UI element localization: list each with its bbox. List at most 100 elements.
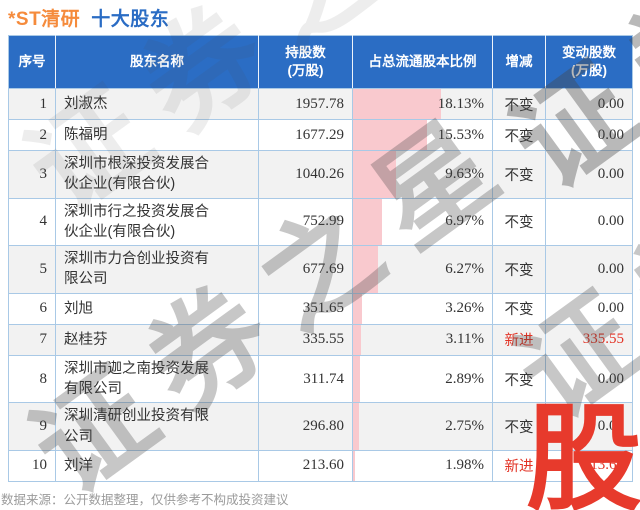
change-cell: 新进 xyxy=(492,323,546,356)
rank-cell: 6 xyxy=(8,292,56,325)
table-row: 10 刘洋 213.60 1.98% 新进 213.60 xyxy=(8,449,633,482)
change-cell: 不变 xyxy=(492,245,546,294)
table-row: 2 陈福明 1677.29 15.53% 不变 0.00 xyxy=(8,119,633,151)
table-header-row: 序号 股东名称 持股数 (万股) 占总流通股本比例 增减 变动股数 (万股) xyxy=(8,35,633,89)
rank-cell: 8 xyxy=(8,354,56,404)
holder-name-cell: 深圳市行之投资发展合伙企业(有限合伙) xyxy=(55,197,259,247)
percent-bar xyxy=(353,151,396,198)
header-rank: 序号 xyxy=(8,35,56,89)
percent-bar xyxy=(353,89,441,119)
change-shares-cell: 0.00 xyxy=(545,119,633,151)
page-title: *ST清研 十大股东 xyxy=(8,4,169,31)
change-shares-cell: 0.00 xyxy=(545,245,633,294)
holder-name-cell: 深圳市力合创业投资有限公司 xyxy=(55,245,259,294)
percent-value: 6.97% xyxy=(445,213,484,230)
change-cell: 不变 xyxy=(492,150,546,199)
shares-cell: 311.74 xyxy=(258,354,353,404)
rank-cell: 10 xyxy=(8,449,56,482)
percent-bar xyxy=(353,120,427,150)
change-shares-cell: 0.00 xyxy=(545,402,633,451)
holder-name-cell: 陈福明 xyxy=(55,119,259,151)
percent-value: 2.89% xyxy=(445,370,484,387)
table-row: 3 深圳市根深投资发展合伙企业(有限合伙) 1040.26 9.63% 不变 0… xyxy=(8,150,633,199)
rank-cell: 2 xyxy=(8,119,56,151)
percent-bar xyxy=(353,198,382,246)
holder-name-cell: 赵桂芬 xyxy=(55,323,259,356)
change-cell: 不变 xyxy=(492,88,546,120)
change-shares-cell: 213.60 xyxy=(545,449,633,482)
shares-cell: 752.99 xyxy=(258,197,353,247)
percent-value: 18.13% xyxy=(437,95,484,112)
change-cell: 不变 xyxy=(492,197,546,247)
shares-cell: 213.60 xyxy=(258,449,353,482)
rank-cell: 5 xyxy=(8,245,56,294)
percent-value: 15.53% xyxy=(437,126,484,143)
header-change-shares: 变动股数 (万股) xyxy=(545,35,633,89)
change-shares-cell: 0.00 xyxy=(545,88,633,120)
page-title-suffix: 十大股东 xyxy=(91,9,170,30)
table-row: 4 深圳市行之投资发展合伙企业(有限合伙) 752.99 6.97% 不变 0.… xyxy=(8,197,633,247)
shares-cell: 677.69 xyxy=(258,245,353,294)
stock-name: *ST清研 xyxy=(8,9,81,30)
table-row: 1 刘淑杰 1957.78 18.13% 不变 0.00 xyxy=(8,88,633,120)
header-shares-held: 持股数 (万股) xyxy=(258,35,353,89)
rank-cell: 4 xyxy=(8,197,56,247)
percent-cell: 2.89% xyxy=(352,354,493,404)
shareholders-table: 序号 股东名称 持股数 (万股) 占总流通股本比例 增减 变动股数 (万股) 1… xyxy=(8,35,633,482)
change-shares-cell: 335.55 xyxy=(545,323,633,356)
change-cell: 新进 xyxy=(492,449,546,482)
header-change: 增减 xyxy=(492,35,546,89)
table-row: 7 赵桂芬 335.55 3.11% 新进 335.55 xyxy=(8,323,633,356)
holder-name-cell: 刘洋 xyxy=(55,449,259,482)
table-row: 6 刘旭 351.65 3.26% 不变 0.00 xyxy=(8,292,633,325)
percent-value: 6.27% xyxy=(445,260,484,277)
percent-value: 3.11% xyxy=(445,331,484,348)
percent-value: 9.63% xyxy=(445,165,484,182)
shares-cell: 335.55 xyxy=(258,323,353,356)
percent-bar xyxy=(353,450,355,481)
holder-name-cell: 深圳清研创业投资有限公司 xyxy=(55,402,259,451)
change-cell: 不变 xyxy=(492,354,546,404)
holder-name-cell: 刘淑杰 xyxy=(55,88,259,120)
percent-bar xyxy=(353,324,361,355)
header-holder-name: 股东名称 xyxy=(55,35,259,89)
change-shares-cell: 0.00 xyxy=(545,150,633,199)
header-percent-of-float: 占总流通股本比例 xyxy=(352,35,493,89)
percent-value: 3.26% xyxy=(445,300,484,317)
percent-value: 1.98% xyxy=(445,457,484,474)
table-row: 9 深圳清研创业投资有限公司 296.80 2.75% 不变 0.00 xyxy=(8,402,633,451)
change-cell: 不变 xyxy=(492,292,546,325)
percent-bar xyxy=(353,246,378,293)
shares-cell: 1677.29 xyxy=(258,119,353,151)
percent-cell: 18.13% xyxy=(352,88,493,120)
table-row: 8 深圳市迦之南投资发展有限公司 311.74 2.89% 不变 0.00 xyxy=(8,354,633,404)
rank-cell: 9 xyxy=(8,402,56,451)
change-shares-cell: 0.00 xyxy=(545,292,633,325)
shares-cell: 351.65 xyxy=(258,292,353,325)
change-cell: 不变 xyxy=(492,402,546,451)
shares-cell: 1040.26 xyxy=(258,150,353,199)
rank-cell: 1 xyxy=(8,88,56,120)
holder-name-cell: 深圳市迦之南投资发展有限公司 xyxy=(55,354,259,404)
percent-cell: 1.98% xyxy=(352,449,493,482)
percent-value: 2.75% xyxy=(445,418,484,435)
shares-cell: 296.80 xyxy=(258,402,353,451)
rank-cell: 7 xyxy=(8,323,56,356)
percent-cell: 6.27% xyxy=(352,245,493,294)
percent-bar xyxy=(353,293,362,324)
percent-bar xyxy=(353,355,360,403)
percent-cell: 6.97% xyxy=(352,197,493,247)
rank-cell: 3 xyxy=(8,150,56,199)
percent-cell: 2.75% xyxy=(352,402,493,451)
percent-bar xyxy=(353,403,359,450)
holder-name-cell: 深圳市根深投资发展合伙企业(有限合伙) xyxy=(55,150,259,199)
shares-cell: 1957.78 xyxy=(258,88,353,120)
table-row: 5 深圳市力合创业投资有限公司 677.69 6.27% 不变 0.00 xyxy=(8,245,633,294)
change-shares-cell: 0.00 xyxy=(545,197,633,247)
percent-cell: 3.26% xyxy=(352,292,493,325)
holder-name-cell: 刘旭 xyxy=(55,292,259,325)
percent-cell: 3.11% xyxy=(352,323,493,356)
percent-cell: 9.63% xyxy=(352,150,493,199)
percent-cell: 15.53% xyxy=(352,119,493,151)
change-cell: 不变 xyxy=(492,119,546,151)
